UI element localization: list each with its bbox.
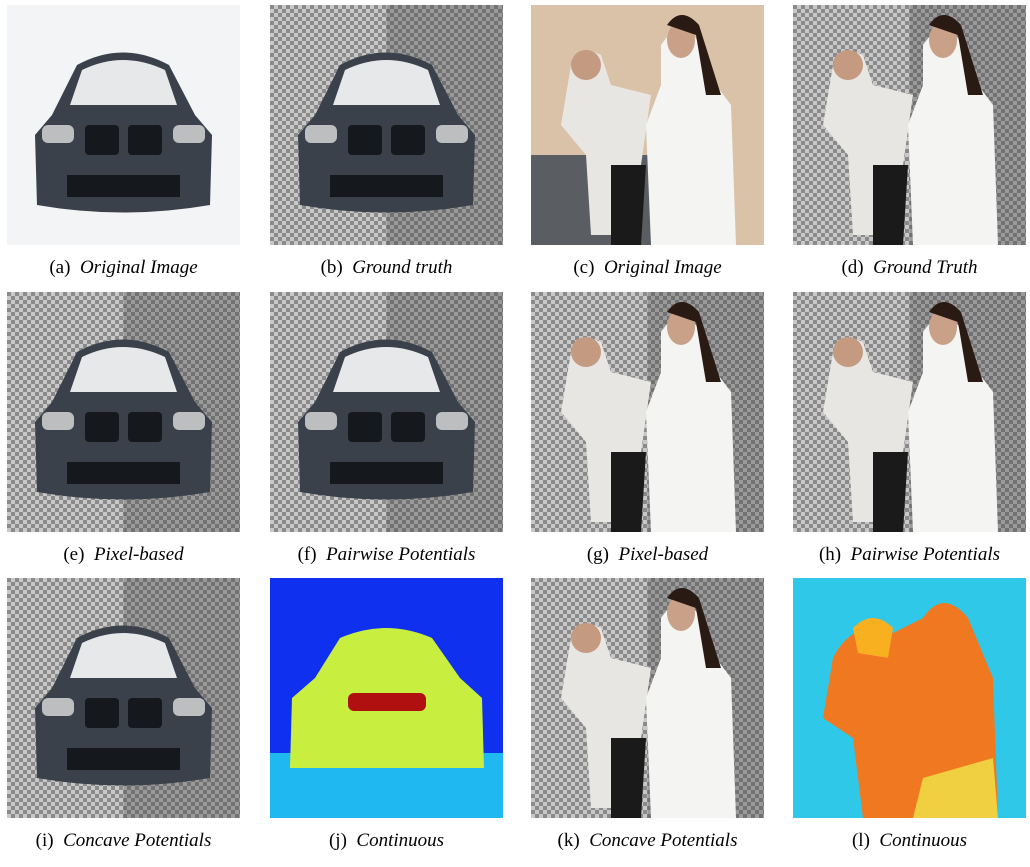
panel-caption-text: Pairwise Potentials [326,544,476,565]
panel-image [270,292,503,532]
panel-caption: (b) Ground truth [257,257,517,279]
panel-image [7,292,240,532]
panel-caption: (l) Continuous [780,830,1030,852]
panel-caption-text: Pixel-based [618,544,709,565]
panel-label: (f) [297,544,317,565]
panel-image [531,5,764,245]
panel-image [793,5,1026,245]
panel-image [7,578,240,818]
panel-caption-text: Concave Potentials [63,830,212,851]
panel-label: (c) [573,257,595,278]
panel-label: (d) [841,257,864,278]
panel-label: (g) [586,544,609,565]
panel-image [793,292,1026,532]
panel-caption-text: Continuous [356,830,445,851]
panel-caption-text: Original Image [79,257,198,278]
panel-label: (i) [35,830,54,851]
panel-image [531,578,764,818]
panel-caption-text: Pairwise Potentials [850,544,1000,565]
panel-caption: (k) Concave Potentials [518,830,778,852]
panel-image [270,5,503,245]
panel-image [7,5,240,245]
panel-label: (h) [818,544,842,565]
panel-caption: (i) Concave Potentials [0,830,254,852]
panel-caption: (g) Pixel-based [518,544,778,566]
panel-caption-text: Original Image [603,257,722,278]
panel-image [793,578,1026,818]
panel-caption-text: Concave Potentials [589,830,738,851]
panel-image [270,578,503,818]
panel-caption: (e) Pixel-based [0,544,254,566]
panel-caption: (j) Continuous [257,830,517,852]
panel-caption: (a) Original Image [0,257,254,279]
panel-image [531,292,764,532]
panel-label: (l) [851,830,870,851]
panel-caption: (h) Pairwise Potentials [780,544,1030,566]
panel-label: (a) [49,257,71,278]
panel-caption: (c) Original Image [518,257,778,279]
panel-label: (j) [328,830,347,851]
panel-caption-text: Pixel-based [93,544,184,565]
panel-label: (e) [63,544,85,565]
panel-caption-text: Continuous [879,830,968,851]
panel-label: (b) [320,257,343,278]
panel-caption: (f) Pairwise Potentials [257,544,517,566]
panel-label: (k) [557,830,580,851]
panel-caption-text: Ground Truth [873,257,978,278]
panel-caption: (d) Ground Truth [780,257,1030,279]
panel-caption-text: Ground truth [352,257,453,278]
